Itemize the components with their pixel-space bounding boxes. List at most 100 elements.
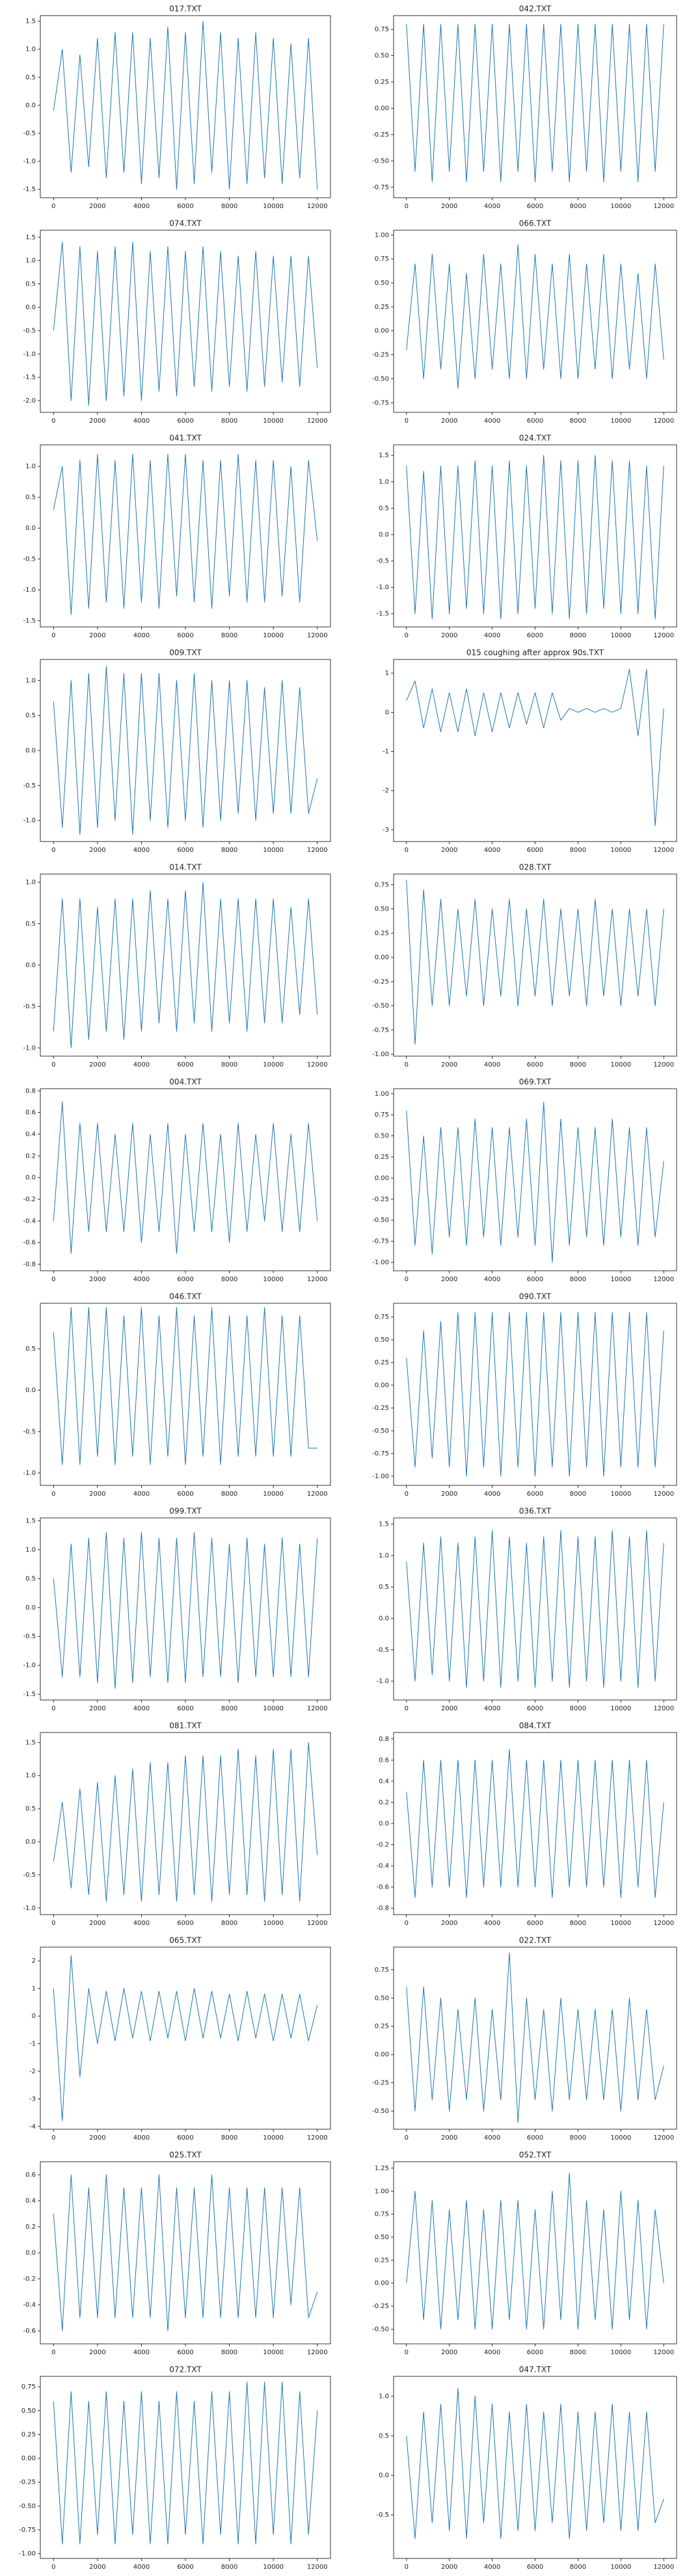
x-tick-label: 0 <box>51 2349 55 2356</box>
y-tick-label: 1.0 <box>379 1552 389 1560</box>
x-tick-label: 4000 <box>133 2134 150 2142</box>
y-tick-label: 0.00 <box>375 328 389 335</box>
chart-title: 074.TXT <box>169 219 202 228</box>
x-tick-label: 2000 <box>89 2349 105 2356</box>
y-tick-label: 0.0 <box>379 531 389 538</box>
x-tick-label: 0 <box>51 1061 55 1069</box>
y-tick-label: -0.6 <box>23 2328 36 2335</box>
y-tick-label: 0.00 <box>375 1382 389 1389</box>
x-tick-label: 6000 <box>527 203 543 210</box>
x-tick-label: 2000 <box>89 1276 105 1283</box>
axes-frame <box>393 873 677 1057</box>
y-tick-label: -0.5 <box>23 782 36 790</box>
axes-frame <box>393 1946 677 2130</box>
x-tick-label: 6000 <box>177 2134 193 2142</box>
x-tick-label: 6000 <box>177 2564 193 2571</box>
signal-line <box>53 1307 317 1465</box>
y-tick-label: -1.5 <box>23 186 36 193</box>
y-tick-label: -0.25 <box>372 2080 389 2087</box>
y-tick-label: 0.75 <box>375 256 389 263</box>
x-tick-label: 10000 <box>263 632 284 639</box>
signal-line <box>53 241 318 406</box>
x-tick-label: 8000 <box>221 1491 237 1498</box>
y-tick-label: 1.5 <box>25 234 36 241</box>
y-tick-label: -0.75 <box>19 2527 36 2534</box>
x-tick-label: 10000 <box>610 2134 631 2142</box>
x-tick-label: 2000 <box>441 1061 457 1069</box>
chart-title: 025.TXT <box>169 2151 202 2160</box>
signal-line <box>406 1749 664 1898</box>
x-tick-label: 12000 <box>653 1061 674 1069</box>
signal-line <box>406 2387 664 2540</box>
x-tick-label: 4000 <box>484 1276 500 1283</box>
y-tick-label: -0.50 <box>372 2326 389 2333</box>
x-tick-label: 4000 <box>133 1705 150 1712</box>
x-tick-label: 8000 <box>570 1705 586 1712</box>
y-tick-label: -3 <box>29 2095 36 2103</box>
y-tick-label: -0.5 <box>23 556 36 563</box>
y-tick-label: -0.25 <box>372 1196 389 1203</box>
x-tick-label: 10000 <box>610 1276 631 1283</box>
x-tick-label: 0 <box>51 1920 55 1927</box>
y-tick-label: 1.0 <box>379 2393 389 2400</box>
x-tick-label: 6000 <box>177 847 193 854</box>
x-tick-label: 8000 <box>570 1491 586 1498</box>
chart-title: 041.TXT <box>169 434 202 443</box>
signal-line <box>53 453 318 615</box>
signal-line <box>406 1312 664 1477</box>
x-tick-label: 6000 <box>527 1920 543 1927</box>
x-tick-label: 12000 <box>653 203 674 210</box>
chart-title: 069.TXT <box>519 1078 552 1087</box>
y-tick-label: 0.8 <box>25 1087 36 1095</box>
x-tick-label: 6000 <box>527 1705 543 1712</box>
y-tick-label: -0.2 <box>23 1196 36 1203</box>
y-tick-label: 1.00 <box>375 232 389 239</box>
x-tick-label: 6000 <box>527 1276 543 1283</box>
y-tick-label: 0.25 <box>375 1359 389 1366</box>
y-tick-label: 0.00 <box>375 2280 389 2287</box>
y-tick-label: 0.0 <box>25 1387 36 1394</box>
x-tick-label: 10000 <box>263 2134 284 2142</box>
chart-title: 090.TXT <box>519 1292 552 1301</box>
chart-title: 009.TXT <box>169 648 202 657</box>
y-tick-label: -0.25 <box>372 352 389 359</box>
chart-title: 036.TXT <box>519 1507 552 1516</box>
x-tick-label: 4000 <box>133 1491 150 1498</box>
chart-title: 046.TXT <box>169 1292 202 1301</box>
y-tick-label: -0.75 <box>372 1027 389 1034</box>
x-tick-label: 6000 <box>527 2564 543 2571</box>
signal-line <box>53 1532 318 1689</box>
x-tick-label: 2000 <box>89 2134 105 2142</box>
x-tick-label: 4000 <box>484 1920 500 1927</box>
x-tick-label: 6000 <box>177 1061 193 1069</box>
chart-title: 052.TXT <box>519 2151 552 2160</box>
y-tick-label: -0.8 <box>376 1905 389 1912</box>
x-tick-label: 0 <box>405 632 409 639</box>
x-tick-label: 8000 <box>570 2134 586 2142</box>
y-tick-label: -1.0 <box>23 587 36 594</box>
y-tick-label: 0.5 <box>25 920 36 927</box>
y-tick-label: -0.50 <box>372 157 389 165</box>
y-tick-label: -0.50 <box>19 2503 36 2510</box>
y-tick-label: 0.0 <box>25 962 36 969</box>
x-tick-label: 6000 <box>177 418 193 425</box>
y-tick-label: -0.25 <box>372 131 389 139</box>
x-tick-label: 8000 <box>221 418 237 425</box>
x-tick-label: 2000 <box>441 2134 457 2142</box>
x-tick-label: 4000 <box>133 1276 150 1283</box>
x-tick-label: 10000 <box>610 2349 631 2356</box>
y-tick-label: -1.5 <box>23 1691 36 1698</box>
x-tick-label: 6000 <box>177 203 193 210</box>
x-tick-label: 4000 <box>484 1061 500 1069</box>
x-tick-label: 0 <box>51 2134 55 2142</box>
x-tick-label: 10000 <box>610 2564 631 2571</box>
x-tick-label: 12000 <box>307 418 328 425</box>
chart-title: 014.TXT <box>169 863 202 872</box>
y-tick-label: 1.5 <box>25 18 36 25</box>
x-tick-label: 2000 <box>441 1705 457 1712</box>
y-tick-label: 1.0 <box>25 463 36 470</box>
y-tick-label: 0 <box>32 2013 36 2020</box>
y-tick-label: 1.5 <box>25 1739 36 1746</box>
x-tick-label: 0 <box>51 847 55 854</box>
axes-frame <box>40 1517 331 1701</box>
